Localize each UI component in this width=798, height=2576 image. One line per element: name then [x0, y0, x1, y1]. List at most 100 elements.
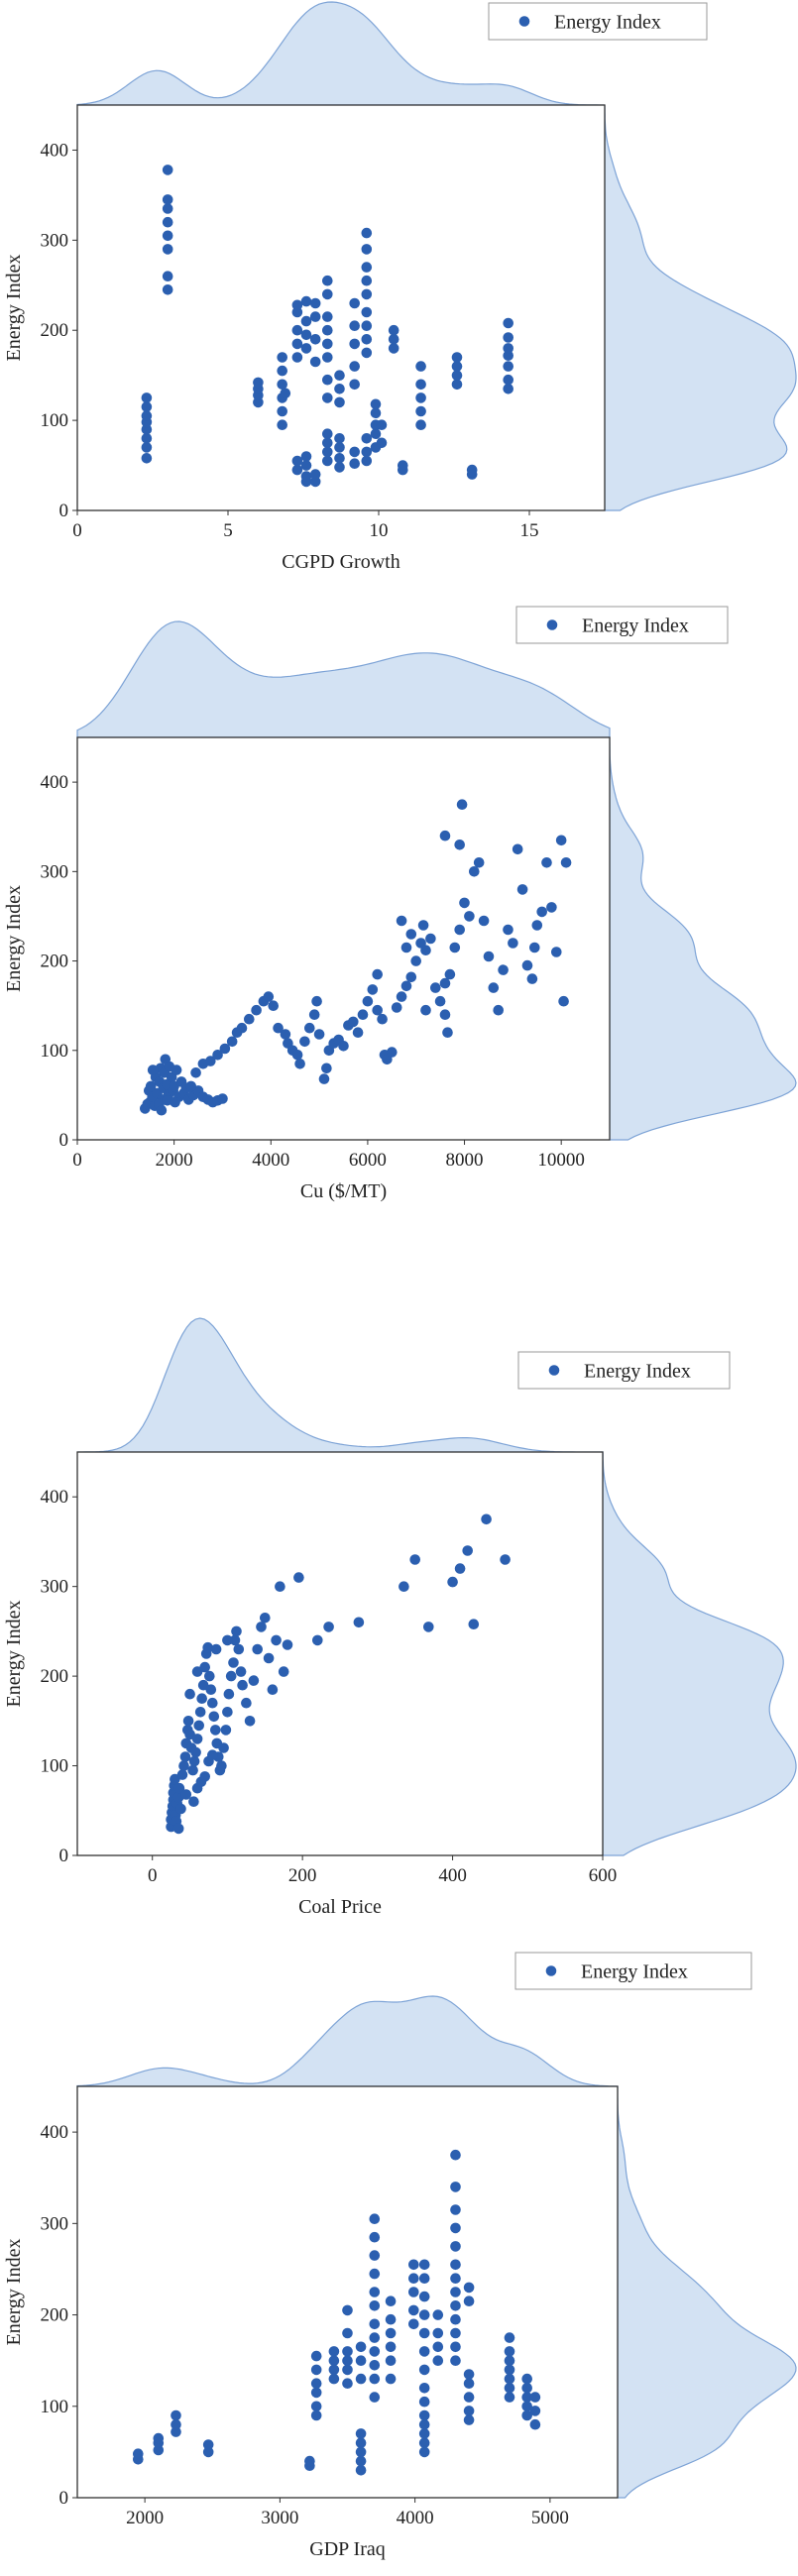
- data-point: [450, 2341, 461, 2353]
- data-point: [191, 1734, 203, 1744]
- chart-panel-4: 0 100 200 300 400 2000 3000 4000 5000 GDP Iraq Ene…: [3, 1952, 797, 2560]
- data-point: [322, 288, 333, 300]
- y-tick-label: 0: [59, 1130, 69, 1151]
- data-point: [398, 460, 408, 471]
- data-point: [300, 460, 312, 471]
- legend-marker: [548, 1365, 560, 1376]
- data-point: [310, 2350, 322, 2362]
- data-point: [450, 2259, 461, 2271]
- data-point: [248, 1675, 260, 1686]
- data-point: [558, 995, 569, 1007]
- data-point: [504, 2364, 515, 2376]
- y-tick-label: 200: [41, 2305, 69, 2326]
- data-point: [405, 971, 417, 983]
- data-point: [504, 2346, 515, 2357]
- data-point: [277, 419, 288, 431]
- data-point: [418, 2446, 430, 2458]
- data-point: [521, 2383, 532, 2394]
- data-point: [244, 1013, 255, 1025]
- chart-panel-1: 0 100 200 300 400 0 5 10 15 CGPD Growth Energy Ind…: [3, 1, 797, 573]
- data-point: [503, 332, 513, 343]
- data-point: [450, 2241, 461, 2252]
- legend-label: Energy Index: [584, 1361, 691, 1383]
- data-point: [277, 352, 288, 363]
- data-point: [355, 2465, 367, 2476]
- data-point: [388, 324, 399, 336]
- x-tick-label: 400: [438, 1865, 467, 1886]
- data-point: [385, 2313, 397, 2325]
- data-point: [202, 2446, 214, 2458]
- data-point: [468, 1619, 480, 1629]
- data-point: [252, 1643, 263, 1655]
- data-point: [369, 2346, 381, 2357]
- data-point: [322, 428, 333, 440]
- data-point: [256, 1622, 267, 1632]
- x-tick-label: 8000: [446, 1150, 484, 1171]
- data-point: [282, 1639, 293, 1650]
- y-tick-label: 400: [41, 1487, 69, 1508]
- data-point: [342, 2364, 353, 2376]
- data-point: [210, 1725, 221, 1736]
- data-point: [293, 1572, 304, 1583]
- y-tick-label: 300: [41, 1577, 69, 1598]
- data-point: [459, 897, 470, 909]
- data-point: [391, 1002, 402, 1013]
- marginal-x-kde: [76, 620, 611, 738]
- legend-marker: [546, 619, 558, 630]
- data-point: [190, 1067, 201, 1078]
- data-point: [444, 968, 456, 980]
- data-point: [260, 1613, 271, 1624]
- y-tick-label: 200: [41, 952, 69, 972]
- data-point: [498, 964, 509, 975]
- data-point: [551, 947, 562, 957]
- data-point: [322, 338, 333, 350]
- data-point: [400, 980, 412, 992]
- data-point: [361, 446, 373, 458]
- y-tick-label: 100: [41, 1041, 69, 1062]
- data-point: [400, 942, 412, 953]
- data-point: [207, 1749, 218, 1760]
- data-point: [425, 933, 436, 945]
- data-point: [529, 942, 540, 953]
- legend-label: Energy Index: [581, 1961, 688, 1983]
- y-tick-label: 0: [59, 501, 69, 521]
- data-point: [299, 1036, 310, 1048]
- data-point: [408, 2273, 419, 2284]
- data-point: [226, 1036, 238, 1048]
- data-point: [355, 2341, 367, 2353]
- data-point: [504, 2332, 515, 2343]
- data-point: [241, 1697, 252, 1709]
- data-point: [348, 1016, 359, 1028]
- data-point: [162, 203, 173, 214]
- data-point: [432, 2341, 444, 2353]
- data-point: [418, 2309, 430, 2320]
- data-point: [478, 915, 490, 927]
- data-point: [370, 407, 382, 419]
- data-point: [173, 1782, 185, 1794]
- data-point: [450, 2222, 461, 2234]
- data-point: [153, 2444, 165, 2456]
- data-point: [187, 1764, 198, 1776]
- data-point: [450, 2300, 461, 2311]
- data-point: [508, 938, 518, 949]
- data-point: [334, 384, 345, 394]
- data-point: [369, 2300, 381, 2311]
- data-point: [385, 2341, 397, 2353]
- data-point: [268, 1000, 280, 1011]
- data-point: [415, 419, 426, 431]
- data-point: [352, 1027, 364, 1038]
- data-point: [156, 1104, 168, 1116]
- data-point: [369, 2373, 381, 2385]
- data-point: [309, 334, 321, 345]
- data-point: [385, 2327, 397, 2339]
- data-point: [450, 2204, 461, 2215]
- data-point: [409, 1554, 421, 1565]
- data-point: [369, 2231, 381, 2243]
- data-point: [439, 1009, 451, 1020]
- data-point: [555, 835, 567, 846]
- data-point: [463, 2282, 475, 2294]
- legend-label: Energy Index: [554, 12, 661, 34]
- data-point: [469, 866, 480, 877]
- chart-panel-3: 0 100 200 300 400 0 200 400 600 Coal Price Energy …: [3, 1317, 797, 1918]
